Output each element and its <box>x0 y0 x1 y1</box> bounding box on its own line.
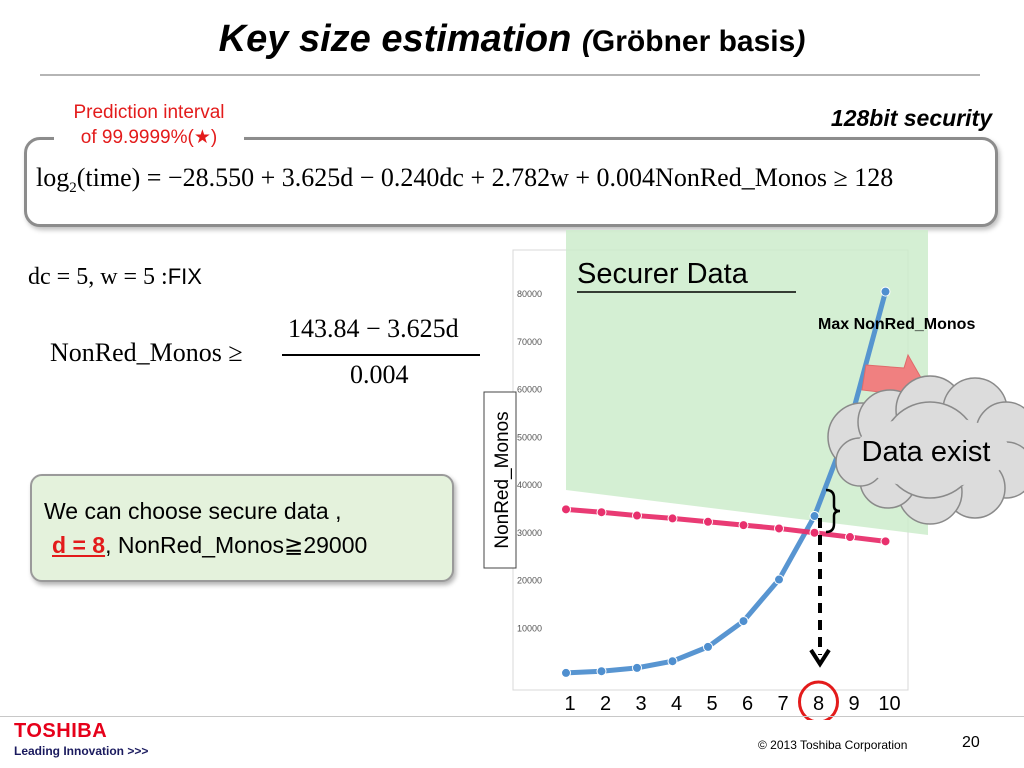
page-number: 20 <box>962 734 980 751</box>
data-point <box>561 667 571 678</box>
series-line-1 <box>565 290 888 676</box>
x-tick-label: 1 <box>564 693 575 715</box>
prediction-line1: Prediction interval <box>73 102 225 123</box>
data-point <box>774 523 784 534</box>
logo-tagline: Leading Innovation >>> <box>14 744 149 758</box>
y-label-box <box>483 391 517 569</box>
cloud-fill <box>854 416 1010 488</box>
data-point <box>667 513 678 524</box>
data-point <box>632 662 642 673</box>
x-tick-label: 9 <box>848 693 859 715</box>
y-axis-label: NonRed_Monos <box>492 411 513 548</box>
title-open-paren: ( <box>581 25 592 58</box>
data-point <box>809 511 820 522</box>
y-tick-label: 30000 <box>517 528 542 538</box>
x-tick-label: 8 <box>813 693 824 715</box>
y-tick-label: 60000 <box>517 385 542 395</box>
footer-divider <box>0 716 1024 717</box>
conclusion-line1: We can choose secure data , <box>44 498 342 524</box>
x-tick-label: 4 <box>671 693 682 715</box>
x-tick-label: 6 <box>742 693 753 715</box>
title-main: Key size estimation <box>218 18 572 60</box>
conclusion-box <box>30 474 454 582</box>
data-point <box>596 666 607 677</box>
conclusion-line2: d = 8, NonRed_Monos≧29000 <box>52 532 367 559</box>
regression-formula: log2(time) = −28.550 + 3.625d − 0.240dc … <box>36 163 893 197</box>
data-point <box>845 532 855 543</box>
fraction-bar <box>282 354 480 356</box>
page-title: Key size estimation (Gröbner basis) <box>0 18 1024 61</box>
toshiba-logo: TOSHIBA <box>14 720 108 742</box>
copyright: © 2013 Toshiba Corporation <box>758 738 908 752</box>
data-point <box>596 507 607 518</box>
x-tick-label: 3 <box>635 693 646 715</box>
title-divider <box>40 74 980 76</box>
inequality-lhs: NonRed_Monos ≥ <box>50 338 243 367</box>
highlight-circle <box>798 680 839 720</box>
security-label: 128bit security <box>830 105 992 131</box>
formula-log: log <box>36 163 70 192</box>
data-point <box>880 536 891 547</box>
prediction-line2: of 99.9999%(★) <box>80 127 218 148</box>
inequality-denominator: 0.004 <box>350 360 409 389</box>
y-tick-label: 50000 <box>517 432 542 442</box>
inequality-numerator: 143.84 − 3.625d <box>288 314 459 343</box>
max-nonred-label: Max NonRed_Monos <box>818 316 976 333</box>
title-sub: Gröbner basis <box>591 25 796 58</box>
formula-rest: (time) = −28.550 + 3.625d − 0.240dc + 2.… <box>76 163 894 192</box>
data-point <box>703 516 713 527</box>
y-tick-label: 40000 <box>517 480 542 490</box>
data-point <box>667 656 678 667</box>
nonred-monos-chart: 10000 20000 30000 40000 50000 60000 70000 80000… <box>483 230 1024 720</box>
data-point <box>809 527 820 538</box>
y-tick-label: 10000 <box>517 623 542 633</box>
x-tick-label: 5 <box>706 693 717 715</box>
fixed-expression: dc = 5, w = 5 : <box>28 264 168 290</box>
data-point <box>738 520 749 531</box>
x-tick-label: 7 <box>777 693 788 715</box>
title-close-paren: ) <box>795 25 806 58</box>
y-tick-label: 20000 <box>517 576 542 586</box>
fixed-parameters: dc = 5, w = 5 :FIX <box>28 264 202 291</box>
data-point <box>774 574 784 585</box>
data-point <box>561 504 571 515</box>
secure-region-label: Securer Data <box>577 258 749 290</box>
conclusion-rest: , NonRed_Monos≧29000 <box>105 532 368 558</box>
prediction-interval-label: Prediction interval of 99.9999%(★) <box>54 100 244 150</box>
fix-label: FIX <box>167 264 202 289</box>
brace-icon <box>825 488 841 534</box>
y-tick-label: 70000 <box>517 337 542 347</box>
arrow-head-icon <box>809 648 831 668</box>
formula-base: 2 <box>69 180 77 197</box>
series-line-2 <box>565 506 886 544</box>
formula-box <box>24 137 998 227</box>
y-tick-label: 80000 <box>517 289 542 299</box>
conclusion-highlight: d = 8 <box>52 532 106 558</box>
data-point <box>632 510 642 521</box>
cloud-label: Data exist <box>862 436 991 468</box>
data-point <box>880 286 891 297</box>
data-point <box>703 641 713 652</box>
x-tick-label: 10 <box>878 693 900 715</box>
x-tick-label: 2 <box>600 693 611 715</box>
data-point <box>738 616 749 627</box>
